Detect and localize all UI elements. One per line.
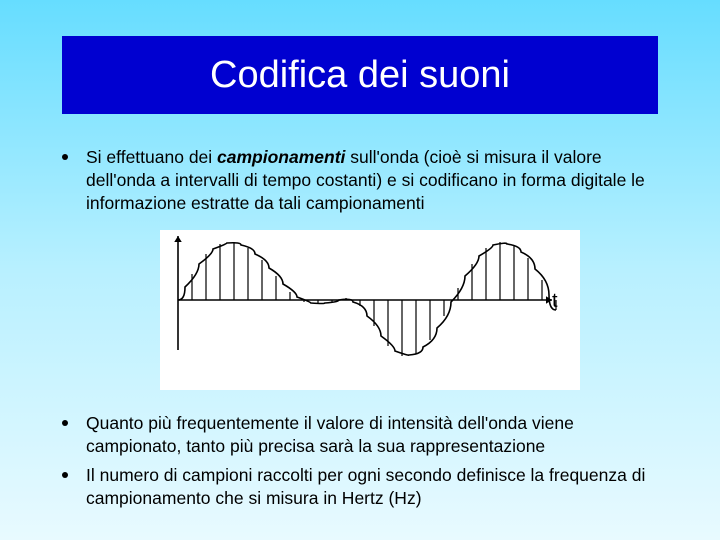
bullet-icon [62, 420, 68, 426]
axis-label-t: t [552, 290, 558, 313]
text-bold: campionamenti [217, 147, 345, 167]
sampling-diagram: t [160, 230, 580, 390]
bullet-text: Il numero di campioni raccolti per ogni … [86, 464, 662, 510]
bullet-text: Si effettuano dei campionamenti sull'ond… [86, 146, 662, 215]
bullet-list-top: Si effettuano dei campionamenti sull'ond… [62, 146, 662, 221]
list-item: Il numero di campioni raccolti per ogni … [62, 464, 662, 510]
bullet-icon [62, 472, 68, 478]
bullet-text: Quanto più frequentemente il valore di i… [86, 412, 662, 458]
list-item: Quanto più frequentemente il valore di i… [62, 412, 662, 458]
bullet-list-bottom: Quanto più frequentemente il valore di i… [62, 412, 662, 516]
text-pre: Si effettuano dei [86, 147, 217, 167]
list-item: Si effettuano dei campionamenti sull'ond… [62, 146, 662, 215]
slide-title: Codifica dei suoni [210, 54, 510, 97]
bullet-icon [62, 154, 68, 160]
title-box: Codifica dei suoni [62, 36, 658, 114]
wave-svg [160, 230, 580, 390]
